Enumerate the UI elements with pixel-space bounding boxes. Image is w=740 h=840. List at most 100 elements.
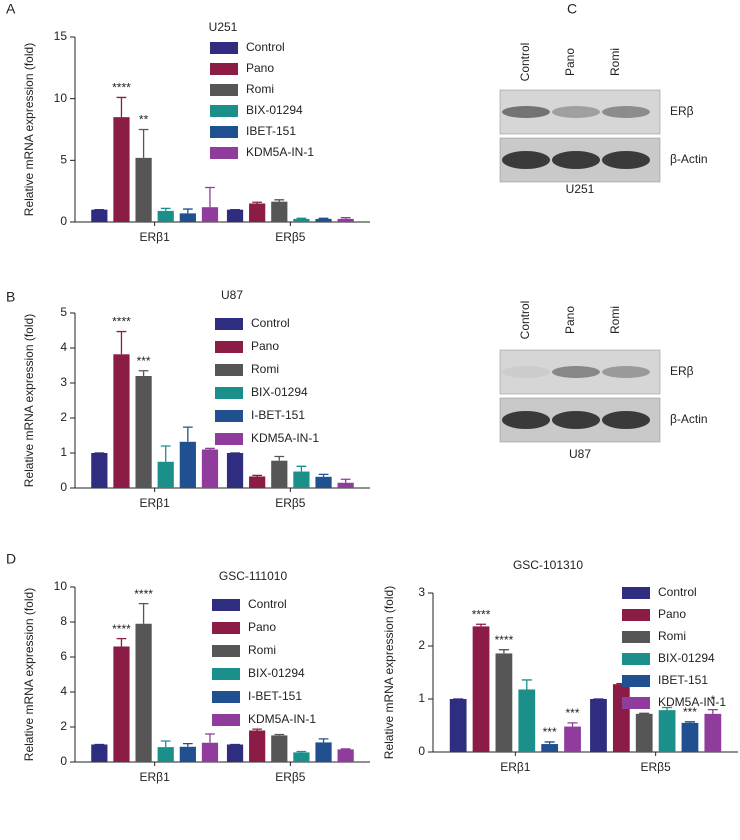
bar bbox=[135, 623, 152, 762]
legend-swatch bbox=[210, 63, 238, 75]
bar bbox=[293, 218, 310, 222]
error-bar bbox=[318, 473, 329, 477]
error-bar bbox=[252, 201, 263, 204]
chart-title: GSC-101310 bbox=[513, 558, 583, 572]
bar bbox=[704, 713, 722, 752]
significance-label: **** bbox=[495, 633, 514, 647]
significance-label: * bbox=[711, 693, 716, 707]
chart-title: U87 bbox=[221, 288, 243, 302]
bar bbox=[179, 441, 196, 488]
legend-swatch bbox=[212, 668, 240, 680]
band-label: β-Actin bbox=[670, 412, 708, 426]
legend-swatch bbox=[215, 341, 243, 353]
legend-swatch bbox=[210, 126, 238, 138]
bar bbox=[337, 482, 354, 488]
error-bar bbox=[205, 447, 215, 450]
legend-swatch bbox=[210, 147, 238, 159]
x-tick-label: ERβ1 bbox=[140, 230, 171, 244]
blot-band bbox=[502, 411, 550, 429]
panel-label: A bbox=[6, 1, 16, 17]
error-bar bbox=[116, 96, 127, 118]
error-bar bbox=[274, 199, 285, 202]
legend-label: Romi bbox=[658, 629, 686, 643]
blot-band bbox=[502, 151, 550, 169]
y-tick-label: 5 bbox=[60, 305, 67, 319]
y-tick-label: 0 bbox=[60, 754, 67, 768]
x-tick-label: ERβ1 bbox=[140, 770, 171, 784]
legend-label: Romi bbox=[246, 82, 274, 96]
significance-label: **** bbox=[112, 315, 131, 329]
legend-swatch bbox=[622, 631, 650, 643]
significance-label: ** bbox=[139, 113, 149, 127]
bar bbox=[157, 747, 174, 762]
bar bbox=[449, 699, 467, 752]
bar bbox=[91, 209, 108, 222]
bar bbox=[681, 722, 699, 752]
error-bar bbox=[340, 478, 351, 483]
error-bar bbox=[296, 750, 307, 753]
error-bar bbox=[182, 208, 193, 214]
bar bbox=[315, 476, 332, 488]
blot-band bbox=[552, 151, 600, 169]
y-tick-label: 2 bbox=[60, 410, 67, 424]
error-bar bbox=[160, 445, 171, 462]
x-tick-label: ERβ5 bbox=[275, 496, 306, 510]
bar bbox=[226, 209, 244, 222]
lane-label: Pano bbox=[563, 306, 577, 334]
bar bbox=[201, 207, 219, 222]
bar bbox=[472, 626, 490, 752]
bar bbox=[113, 117, 130, 222]
legend-label: BIX-01294 bbox=[251, 385, 308, 399]
bar bbox=[226, 453, 244, 488]
x-tick-label: ERβ5 bbox=[275, 770, 306, 784]
x-tick-label: ERβ5 bbox=[275, 230, 306, 244]
legend-label: BIX-01294 bbox=[248, 666, 305, 680]
bar bbox=[271, 201, 288, 222]
bar bbox=[315, 742, 332, 762]
error-bar bbox=[296, 217, 307, 219]
error-bar bbox=[182, 426, 193, 442]
y-tick-label: 4 bbox=[60, 340, 67, 354]
error-bar bbox=[138, 128, 149, 158]
y-tick-label: 10 bbox=[54, 91, 68, 105]
bar bbox=[201, 742, 219, 762]
bar bbox=[113, 354, 130, 488]
x-tick-label: ERβ5 bbox=[641, 760, 672, 774]
significance-label: **** bbox=[134, 587, 153, 601]
legend-label: Control bbox=[251, 316, 290, 330]
legend-swatch bbox=[215, 364, 243, 376]
error-bar bbox=[252, 474, 263, 477]
error-bar bbox=[274, 733, 285, 736]
bar bbox=[541, 744, 559, 752]
significance-label: **** bbox=[112, 622, 131, 636]
chart-title: U251 bbox=[209, 20, 238, 34]
y-axis-label: Relative mRNA expression (fold) bbox=[22, 314, 36, 487]
legend-label: KDM5A-IN-1 bbox=[248, 712, 316, 726]
bar bbox=[157, 461, 174, 488]
legend-label: I-BET-151 bbox=[248, 689, 302, 703]
bar bbox=[337, 218, 354, 222]
legend-label: Control bbox=[246, 40, 285, 54]
blot-band bbox=[552, 411, 600, 429]
bar bbox=[135, 376, 152, 488]
y-tick-label: 4 bbox=[60, 684, 67, 698]
bar bbox=[113, 646, 130, 762]
panel-label: B bbox=[6, 289, 15, 305]
chart-title: GSC-111010 bbox=[219, 569, 288, 583]
error-bar bbox=[182, 742, 193, 747]
legend-swatch bbox=[212, 645, 240, 657]
legend-label: KDM5A-IN-1 bbox=[251, 431, 319, 445]
significance-label: *** bbox=[137, 354, 151, 368]
legend-label: Romi bbox=[251, 362, 279, 376]
legend-label: BIX-01294 bbox=[246, 103, 303, 117]
band-label: β-Actin bbox=[670, 152, 708, 166]
bar bbox=[590, 699, 607, 752]
blot-panel bbox=[499, 349, 661, 395]
y-axis-label: Relative mRNA expression (fold) bbox=[22, 588, 36, 761]
blot-band bbox=[602, 366, 650, 378]
bar bbox=[249, 730, 266, 762]
bar bbox=[157, 210, 174, 222]
bar bbox=[91, 453, 108, 488]
y-tick-label: 3 bbox=[60, 375, 67, 389]
